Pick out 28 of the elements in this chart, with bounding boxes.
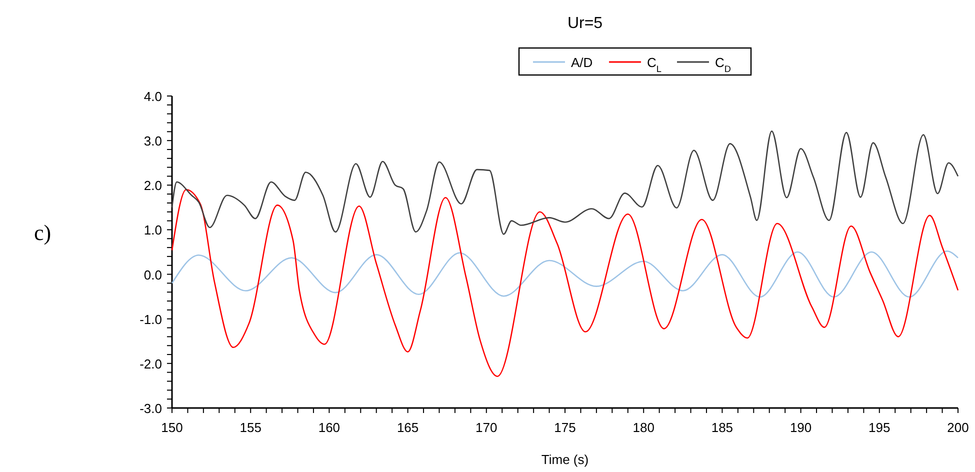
chart-title: Ur=5 [567, 15, 603, 32]
y-tick-label: 1.0 [144, 222, 162, 238]
y-tick-label: 2.0 [144, 178, 162, 194]
line-series [171, 188, 959, 378]
x-tick-label: 200 [947, 420, 969, 435]
y-tick-label: -1.0 [140, 312, 162, 327]
legend-label: A/D [571, 55, 593, 70]
x-tick-label: 150 [161, 420, 183, 435]
y-tick-label: -2.0 [140, 356, 162, 372]
y-tick-label: 3.0 [144, 134, 162, 149]
x-tick-label: 165 [396, 420, 419, 435]
x-tick-label: 190 [790, 420, 812, 435]
line-series [171, 250, 959, 298]
x-axis-title: Time (s) [541, 452, 589, 467]
x-tick-label: 155 [240, 420, 262, 435]
x-tick-label: 185 [711, 420, 734, 435]
legend-label: C$_{D}$ [715, 55, 732, 74]
x-tick-label: 160 [318, 420, 340, 435]
x-tick-label: 175 [554, 420, 576, 435]
x-tick-label: 195 [868, 420, 890, 435]
y-tick-label: 0.0 [144, 267, 162, 282]
x-tick-label: 170 [476, 420, 498, 435]
legend-label: C$_{L}$ [647, 55, 662, 74]
text: c) [34, 220, 52, 245]
y-tick-label: -3.0 [140, 401, 162, 416]
x-tick-label: 180 [632, 420, 654, 435]
y-tick-label: 4.0 [144, 89, 162, 104]
line-series [171, 130, 959, 235]
